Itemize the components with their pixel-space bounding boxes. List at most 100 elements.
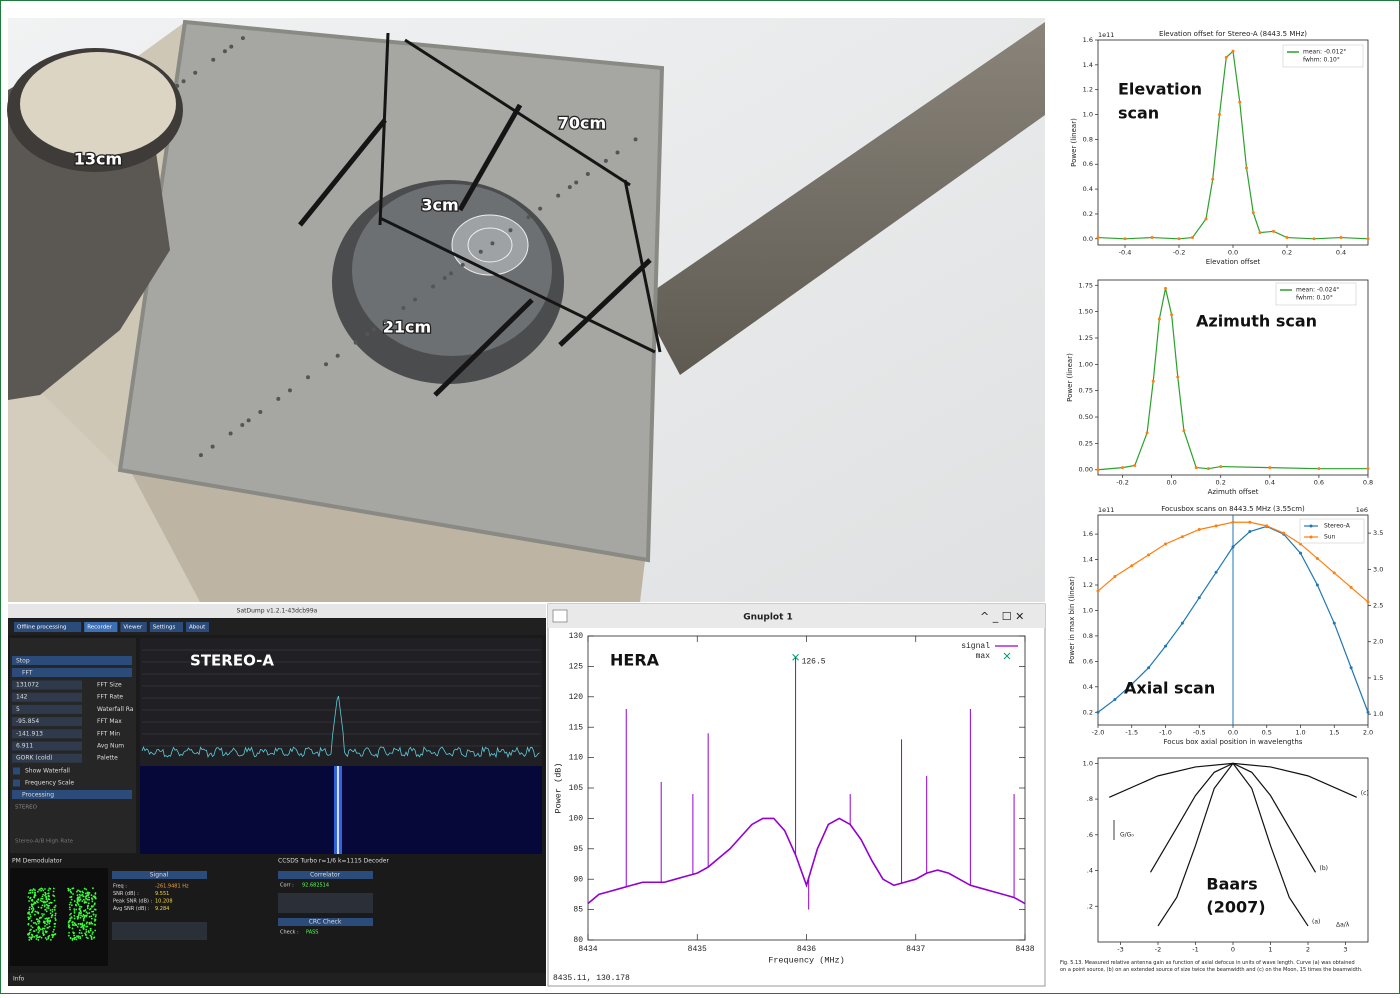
constellation-point [48,923,50,925]
constellation-point [85,931,87,933]
data-point [1317,467,1320,470]
constellation-point [38,930,40,932]
data-point [1282,532,1285,535]
input[interactable] [12,705,82,714]
page: ^ _ ☐ ✕ 13cm70cm3cm21cmSatDump v1.2.1-43… [0,0,1400,994]
y-tick-label: 0.25 [1079,439,1093,447]
window-buttons[interactable]: ^ _ ☐ ✕ [980,610,1024,623]
x-tick-label: 0.8 [1363,479,1373,487]
annotation: (2007) [1206,898,1265,917]
constellation-point [88,892,90,894]
legend-label: mean: -0.012° [1303,49,1346,56]
constellation-point [44,925,46,927]
constellation-point [47,927,49,929]
rivet [240,423,244,427]
setting-value: 6.911 [16,743,33,750]
constellation-point [34,894,36,896]
constellation-point [83,927,85,929]
constellation-point [55,913,57,915]
button[interactable] [12,656,132,665]
data-point [1219,465,1222,468]
constellation-point [54,923,56,925]
checkbox[interactable] [13,780,20,787]
section-label: Correlator [310,872,341,879]
stat-label: Peak SNR (dB) : [113,899,153,905]
constellation-point [53,888,55,890]
constellation-point [76,891,78,893]
constellation-point [70,937,72,939]
data-point [1097,236,1100,239]
status-bar [8,973,546,985]
constellation-point [41,937,43,939]
constellation-point [79,900,81,902]
constellation-point [82,935,84,937]
constellation-point [78,912,80,914]
axis-offset: 1e11 [1098,31,1114,39]
legend-label: fwhm: 0.10° [1303,57,1340,64]
constellation-point [35,938,37,940]
annotation: HERA [610,651,660,670]
constellation-point [90,915,92,917]
annotation: Elevation [1118,80,1202,99]
constellation-point [79,909,81,911]
constellation-point [37,891,39,893]
rivet [431,284,435,288]
constellation-point [45,893,47,895]
constellation-point [77,894,79,896]
data-point [1286,236,1289,239]
constellation-point [89,935,91,937]
checkbox[interactable] [13,768,20,775]
data-point [1113,575,1116,578]
y-tick-label: 95 [573,845,583,854]
constellation-point [36,923,38,925]
constellation-point [42,915,44,917]
x-tick-label: 1.5 [1329,729,1339,737]
x-tick-label: 0.0 [1166,479,1176,487]
constellation-point [68,889,70,891]
data-point [1097,711,1100,714]
constellation-point [47,893,49,895]
constellation-point [51,934,53,936]
data-point [1350,666,1353,669]
constellation-point [72,887,74,889]
constellation-point [91,906,93,908]
constellation-point [69,904,71,906]
constellation-point [90,923,92,925]
constellation-point [29,929,31,931]
data-point [1158,318,1161,321]
data-point [1313,237,1316,240]
constellation-point [76,935,78,937]
tab-label: Viewer [123,625,142,631]
y-tick-label: .2 [1087,902,1093,910]
y-tick-label: 125 [569,663,584,672]
constellation-point [72,928,74,930]
data-point [1207,467,1210,470]
constellation-point [48,898,50,900]
constellation-point [90,930,92,932]
x-tick-label: -0.2 [1116,479,1129,487]
constellation-point [73,924,75,926]
constellation-point [45,931,47,933]
data-point [1151,236,1154,239]
constellation-point [44,909,46,911]
constellation-point [43,928,45,930]
constellation-point [48,907,50,909]
data-point [1205,217,1208,220]
constellation-point [68,926,70,928]
constellation-point [95,914,97,916]
setting-value: 142 [16,694,28,701]
data-point [1198,596,1201,599]
rivet [365,332,369,336]
y-tick-label: .6 [1087,831,1093,839]
overlay-label: STEREO-A [190,652,274,670]
stat-label: Check : [280,930,299,936]
rivet [211,58,215,62]
data-point [1248,530,1251,533]
constellation-point [34,892,36,894]
rivet [586,172,590,176]
constellation-point [93,914,95,916]
data-point [1367,711,1370,714]
rivet [193,71,197,75]
rivet [211,445,215,449]
constellation-point [77,937,79,939]
